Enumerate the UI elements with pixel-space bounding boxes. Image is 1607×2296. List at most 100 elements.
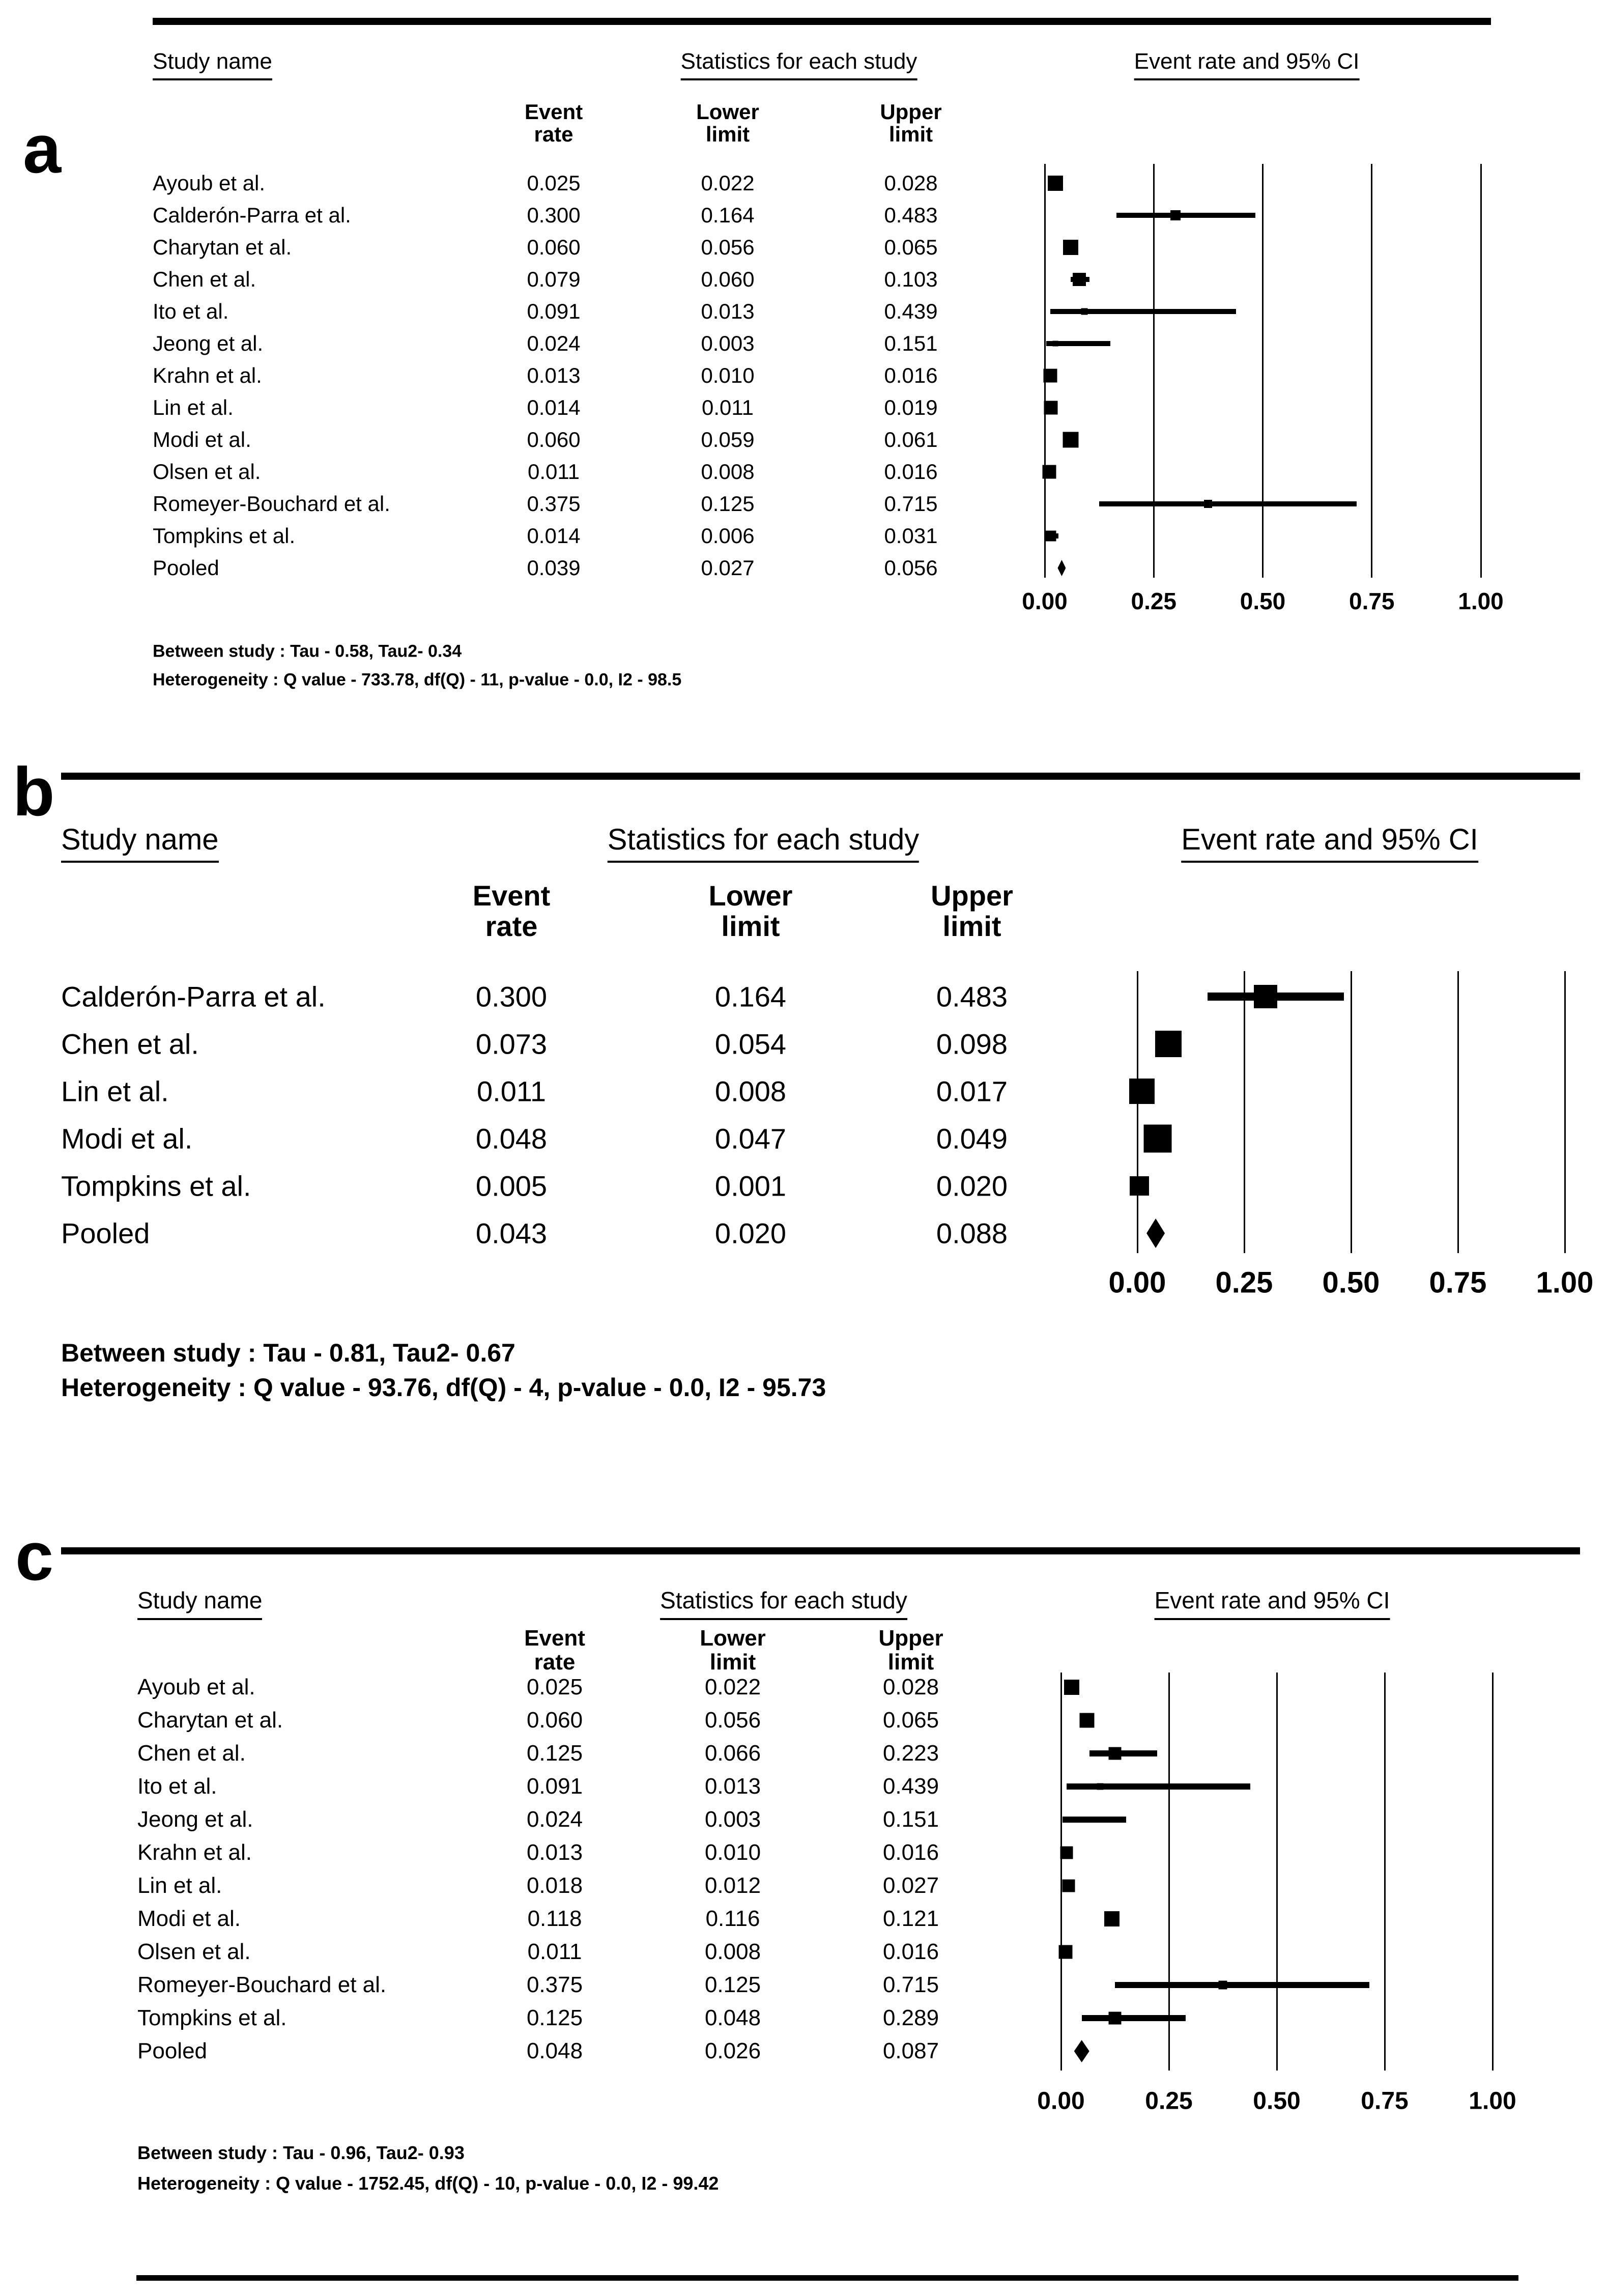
upper-limit-cell: 0.027 xyxy=(882,1873,939,1898)
between-study-note: Between study : Tau - 0.96, Tau2- 0.93 xyxy=(137,2142,465,2163)
study-name-cell: Calderón-Parra et al. xyxy=(153,203,351,227)
lower-limit-cell: 0.013 xyxy=(701,299,755,323)
axis-gridline xyxy=(1491,1673,1494,2071)
axis-gridline xyxy=(1384,1673,1386,2071)
event-rate-cell: 0.024 xyxy=(527,331,581,355)
study-name-cell: Romeyer-Bouchard et al. xyxy=(137,1972,387,1997)
lower-limit-cell: 0.008 xyxy=(701,460,755,484)
lower-limit-cell: 0.056 xyxy=(701,235,755,259)
study-name-cell: Tompkins et al. xyxy=(153,524,296,548)
upper-limit-cell: 0.121 xyxy=(882,1906,939,1931)
lower-limit-cell: 0.048 xyxy=(704,2005,761,2030)
subheader-lower-limit: Lower limit xyxy=(709,881,793,942)
lower-limit-cell: 0.011 xyxy=(702,395,754,419)
study-name-cell: Lin et al. xyxy=(61,1075,169,1108)
upper-limit-cell: 0.031 xyxy=(884,524,938,548)
column-header-statistics: Statistics for each study xyxy=(660,1586,907,1620)
subheader-line: limit xyxy=(721,910,780,942)
lower-limit-cell: 0.022 xyxy=(704,1675,761,1699)
subheader-line: limit xyxy=(709,1650,756,1675)
upper-limit-cell: 0.289 xyxy=(882,2005,939,2030)
effect-size-square xyxy=(1063,432,1079,448)
axis-tick-label: 0.25 xyxy=(1145,2087,1193,2115)
effect-size-square xyxy=(1079,1713,1095,1728)
confidence-interval-line xyxy=(1081,2015,1186,2021)
event-rate-cell: 0.125 xyxy=(526,1741,583,1766)
axis-tick-label: 0.25 xyxy=(1131,588,1177,614)
between-study-note: Between study : Tau - 0.58, Tau2- 0.34 xyxy=(153,641,462,661)
effect-size-square xyxy=(1130,1176,1150,1196)
lower-limit-cell: 0.022 xyxy=(701,171,755,195)
effect-size-square xyxy=(1081,308,1088,315)
upper-limit-cell: 0.223 xyxy=(882,1741,939,1766)
upper-limit-cell: 0.016 xyxy=(882,1939,939,1964)
study-name-cell: Olsen et al. xyxy=(137,1939,251,1964)
lower-limit-cell: 0.008 xyxy=(714,1075,787,1108)
upper-limit-cell: 0.715 xyxy=(882,1972,939,1997)
upper-limit-cell: 0.028 xyxy=(884,171,938,195)
event-rate-cell: 0.300 xyxy=(527,203,581,227)
lower-limit-cell: 0.060 xyxy=(701,267,755,291)
lower-limit-cell: 0.027 xyxy=(701,556,755,580)
subheader-line: Upper xyxy=(880,100,942,124)
column-header-study-name: Study name xyxy=(61,823,219,863)
subheader-line: Event xyxy=(524,100,583,124)
study-name-cell: Pooled xyxy=(61,1217,150,1250)
lower-limit-cell: 0.003 xyxy=(704,1807,761,1832)
axis-tick-label: 0.00 xyxy=(1037,2087,1085,2115)
upper-limit-cell: 0.483 xyxy=(884,203,938,227)
event-rate-cell: 0.043 xyxy=(475,1217,548,1250)
event-rate-cell: 0.005 xyxy=(475,1170,548,1202)
confidence-interval-line xyxy=(1116,213,1255,218)
event-rate-cell: 0.118 xyxy=(527,1906,582,1931)
lower-limit-cell: 0.026 xyxy=(704,2038,761,2063)
axis-gridline xyxy=(1153,164,1155,578)
subheader-line: rate xyxy=(534,122,573,146)
axis-tick-label: 0.00 xyxy=(1108,1266,1166,1299)
between-study-note: Between study : Tau - 0.81, Tau2- 0.67 xyxy=(61,1339,515,1367)
effect-size-square xyxy=(1068,1817,1074,1823)
effect-size-square xyxy=(1218,1980,1227,1990)
effect-size-square xyxy=(1143,1124,1172,1153)
axis-tick-label: 0.25 xyxy=(1215,1266,1273,1299)
event-rate-cell: 0.048 xyxy=(526,2038,583,2063)
event-rate-cell: 0.025 xyxy=(527,171,581,195)
lower-limit-cell: 0.164 xyxy=(714,980,787,1013)
panel-letter-label: b xyxy=(13,753,55,830)
upper-limit-cell: 0.019 xyxy=(884,395,938,419)
study-name-cell: Tompkins et al. xyxy=(61,1170,251,1202)
lower-limit-cell: 0.047 xyxy=(714,1122,787,1155)
effect-size-square xyxy=(1048,176,1064,191)
upper-limit-cell: 0.098 xyxy=(936,1028,1008,1060)
event-rate-cell: 0.024 xyxy=(526,1807,583,1832)
heterogeneity-note: Heterogeneity : Q value - 93.76, df(Q) -… xyxy=(61,1373,826,1402)
upper-limit-cell: 0.016 xyxy=(884,363,938,387)
upper-limit-cell: 0.065 xyxy=(882,1708,939,1733)
event-rate-cell: 0.011 xyxy=(477,1075,546,1108)
axis-gridline xyxy=(1168,1673,1170,2071)
upper-limit-cell: 0.439 xyxy=(882,1774,939,1799)
event-rate-cell: 0.091 xyxy=(526,1774,583,1799)
panel-top-rule xyxy=(61,773,1580,780)
subheader-upper-limit: Upper limit xyxy=(931,881,1013,942)
lower-limit-cell: 0.013 xyxy=(704,1774,761,1799)
event-rate-cell: 0.375 xyxy=(526,1972,583,1997)
column-header-event-rate-ci: Event rate and 95% CI xyxy=(1154,1586,1390,1620)
subheader-line: limit xyxy=(888,122,933,146)
study-name-cell: Lin et al. xyxy=(137,1873,222,1898)
panel-top-rule xyxy=(61,1547,1580,1554)
effect-size-square xyxy=(1108,2011,1122,2025)
event-rate-cell: 0.375 xyxy=(527,492,581,516)
lower-limit-cell: 0.003 xyxy=(701,331,755,355)
panel-letter-label: a xyxy=(23,110,62,187)
effect-size-square xyxy=(1097,1783,1104,1790)
study-name-cell: Tompkins et al. xyxy=(137,2005,287,2030)
subheader-line: Lower xyxy=(696,100,759,124)
axis-tick-label: 0.75 xyxy=(1361,2087,1409,2115)
column-header-event-rate-ci: Event rate and 95% CI xyxy=(1134,49,1360,80)
upper-limit-cell: 0.103 xyxy=(884,267,938,291)
event-rate-cell: 0.073 xyxy=(475,1028,548,1060)
event-rate-cell: 0.011 xyxy=(527,1939,582,1964)
figure-bottom-rule xyxy=(136,2275,1518,2281)
effect-size-square xyxy=(1063,240,1079,255)
